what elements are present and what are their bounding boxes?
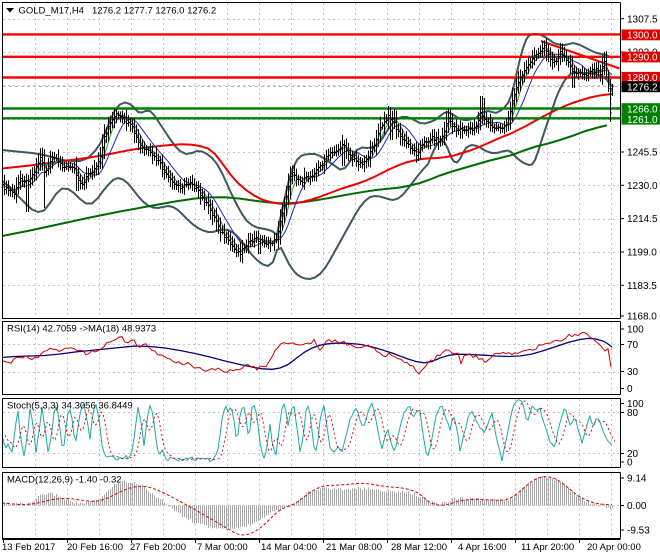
svg-text:1280.0: 1280.0	[627, 73, 658, 84]
svg-text:100: 100	[627, 325, 644, 336]
svg-text:RSI(14) 42.7059 ->MA(18) 48.9: RSI(14) 42.7059 ->MA(18) 48.9373	[7, 324, 156, 335]
svg-text:-9.53: -9.53	[627, 526, 650, 537]
svg-text:20: 20	[627, 449, 639, 460]
svg-text:1168.0: 1168.0	[627, 312, 657, 323]
svg-text:70: 70	[627, 340, 639, 351]
svg-text:27 Feb 20:00: 27 Feb 20:00	[130, 542, 186, 553]
svg-text:1199.0: 1199.0	[627, 248, 657, 259]
svg-text:1183.5: 1183.5	[627, 281, 657, 292]
svg-text:30: 30	[627, 367, 639, 378]
svg-text:7 Mar 00:00: 7 Mar 00:00	[197, 542, 248, 553]
svg-text:1261.0: 1261.0	[627, 115, 658, 126]
svg-text:20 Apr 00:00: 20 Apr 00:00	[587, 542, 641, 553]
svg-text:14 Mar 04:00: 14 Mar 04:00	[261, 542, 317, 553]
svg-text:0.00: 0.00	[627, 501, 647, 512]
svg-text:1276.2 1277.7 1276.0 1276.2: 1276.2 1277.7 1276.0 1276.2	[92, 6, 216, 17]
svg-text:1276.2: 1276.2	[627, 83, 658, 94]
svg-text:1290.0: 1290.0	[627, 53, 658, 64]
svg-text:1230.0: 1230.0	[627, 181, 658, 192]
svg-text:0: 0	[627, 458, 633, 469]
svg-text:100: 100	[627, 399, 644, 410]
svg-text:1300.0: 1300.0	[627, 31, 658, 42]
svg-text:11 Apr 20:00: 11 Apr 20:00	[521, 542, 574, 553]
svg-text:GOLD_M17,H4: GOLD_M17,H4	[19, 6, 84, 17]
svg-text:1214.5: 1214.5	[627, 214, 658, 225]
svg-text:9.14: 9.14	[627, 474, 647, 485]
svg-text:28 Mar 12:00: 28 Mar 12:00	[391, 542, 447, 553]
svg-text:4 Apr 16:00: 4 Apr 16:00	[458, 542, 507, 553]
svg-text:1245.5: 1245.5	[627, 148, 658, 159]
svg-text:Stoch(5,3,3) 34.3056 36.8449: Stoch(5,3,3) 34.3056 36.8449	[7, 401, 133, 412]
svg-text:1307.5: 1307.5	[627, 14, 658, 25]
svg-text:MACD(12,26,9) -1.40 -0.32: MACD(12,26,9) -1.40 -0.32	[7, 475, 122, 486]
svg-text:0: 0	[627, 384, 633, 395]
svg-text:80: 80	[627, 408, 639, 419]
svg-text:13 Feb 2017: 13 Feb 2017	[2, 542, 55, 553]
svg-text:21 Mar 08:00: 21 Mar 08:00	[326, 542, 382, 553]
svg-text:20 Feb 16:00: 20 Feb 16:00	[67, 542, 123, 553]
svg-text:1266.0: 1266.0	[627, 104, 658, 115]
